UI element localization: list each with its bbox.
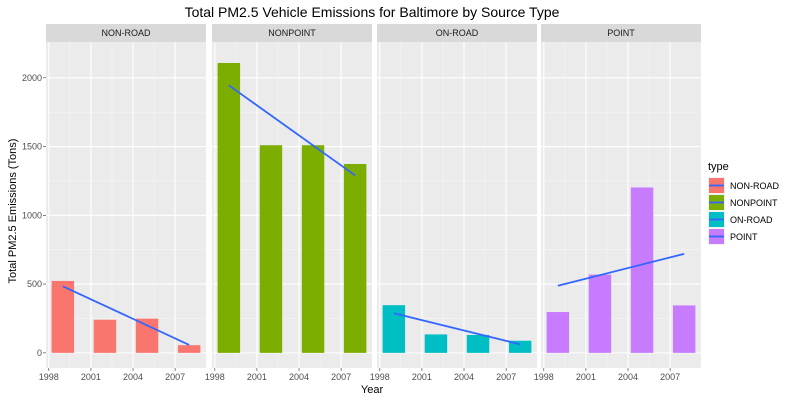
y-tick-label: 1000 — [22, 210, 42, 220]
legend: type NON-ROAD NONPOINT ON-ROAD POINT — [708, 161, 779, 245]
facet-on-road: ON-ROAD 1998 2001 2004 2007 — [370, 24, 537, 382]
facet-panels: NON-ROAD 1998 2001 2004 2007 NONPOINT 1998 2001… — [39, 24, 701, 382]
x-tick-label: 1998 — [205, 372, 225, 382]
x-tick-label: 2001 — [81, 372, 101, 382]
legend-title: type — [708, 161, 729, 173]
trend-line-on-road — [393, 312, 521, 346]
legend-item-non-road: NON-ROAD — [708, 177, 779, 194]
trend-line-non-road — [62, 285, 190, 346]
x-tick-label: 1998 — [39, 372, 59, 382]
y-tick-label: 500 — [27, 279, 42, 289]
facet-strip-label: POINT — [607, 28, 635, 38]
chart-title: Total PM2.5 Vehicle Emissions for Baltim… — [185, 4, 560, 20]
x-tick-label: 2004 — [454, 372, 474, 382]
bar-on-road-2002 — [424, 334, 448, 353]
facet-strip-label: NON-ROAD — [102, 28, 151, 38]
legend-label: ON-ROAD — [730, 215, 773, 225]
x-tick-label: 2004 — [618, 372, 638, 382]
x-tick-label: 2007 — [660, 372, 680, 382]
facet-strip — [377, 24, 537, 42]
facet-strip-label: ON-ROAD — [436, 28, 479, 38]
y-tick-label: 1500 — [22, 142, 42, 152]
x-tick-label: 2004 — [123, 372, 143, 382]
bar-point-2005 — [630, 187, 654, 353]
bar-nonpoint-2005 — [301, 145, 325, 353]
bar-point-1999 — [546, 312, 570, 353]
x-tick-label: 2007 — [331, 372, 351, 382]
bar-non-road-2005 — [135, 318, 159, 353]
facet-strip — [212, 24, 372, 42]
y-axis-ticks: 0 500 1000 1500 2000 — [22, 73, 46, 358]
legend-label: NON-ROAD — [730, 181, 779, 191]
bar-nonpoint-2008 — [343, 163, 367, 353]
legend-label: NONPOINT — [730, 198, 778, 208]
bar-non-road-2002 — [93, 319, 117, 353]
x-tick-label: 2001 — [412, 372, 432, 382]
facet-strip — [541, 24, 701, 42]
y-axis-title: Total PM2.5 Emissions (Tons) — [7, 139, 19, 284]
x-tick-label: 2001 — [576, 372, 596, 382]
facet-strip-label: NONPOINT — [268, 28, 316, 38]
bar-non-road-1999 — [51, 280, 75, 353]
legend-item-nonpoint: NONPOINT — [708, 194, 778, 211]
bar-non-road-2008 — [177, 345, 201, 353]
x-tick-label: 2007 — [496, 372, 516, 382]
bar-nonpoint-2002 — [259, 145, 283, 353]
facet-strip — [46, 24, 206, 42]
trend-line-point — [557, 252, 685, 287]
bar-point-2002 — [588, 274, 612, 353]
x-tick-label: 2007 — [165, 372, 185, 382]
x-axis-title: Year — [361, 384, 384, 396]
y-tick-label: 0 — [37, 348, 42, 358]
bar-on-road-1999 — [382, 305, 406, 353]
bar-on-road-2005 — [466, 334, 490, 353]
trend-line-nonpoint — [228, 84, 356, 177]
facet-point: POINT 1998 2001 2004 2007 — [534, 24, 701, 382]
legend-item-point: POINT — [708, 228, 758, 245]
legend-label: POINT — [730, 232, 758, 242]
y-tick-label: 2000 — [22, 73, 42, 83]
facet-nonpoint: NONPOINT 1998 2001 2004 2007 — [205, 24, 372, 382]
bar-point-2008 — [672, 305, 696, 353]
x-tick-label: 2004 — [289, 372, 309, 382]
legend-item-on-road: ON-ROAD — [708, 211, 773, 228]
bar-nonpoint-1999 — [217, 62, 241, 353]
x-tick-label: 1998 — [370, 372, 390, 382]
x-tick-label: 2001 — [247, 372, 267, 382]
x-tick-label: 1998 — [534, 372, 554, 382]
facet-non-road: NON-ROAD 1998 2001 2004 2007 — [39, 24, 206, 382]
